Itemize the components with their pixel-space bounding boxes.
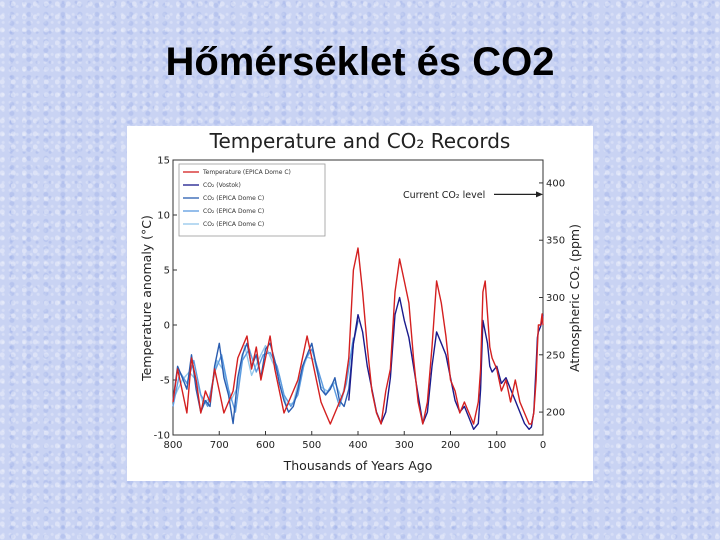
x-tick-label: 0 (540, 440, 546, 451)
x-tick-label: 300 (395, 440, 414, 451)
left-y-tick-label: 5 (164, 266, 170, 277)
legend-label: CO₂ (Vostok) (203, 182, 241, 189)
legend-label: CO₂ (EPICA Dome C) (203, 195, 264, 202)
left-y-tick-label: -5 (160, 376, 170, 387)
x-tick-label: 800 (163, 440, 182, 451)
annotation-arrowhead (536, 191, 543, 198)
x-tick-label: 600 (256, 440, 275, 451)
series-line-2 (348, 296, 544, 430)
series-layer (172, 247, 544, 430)
legend: Temperature (EPICA Dome C) CO₂ (Vostok) CO… (178, 163, 326, 237)
chart-svg: Temperature and CO₂ Records 800 700 600 500… (139, 129, 582, 473)
series-line-1 (172, 247, 544, 425)
right-y-tick-label: 200 (546, 408, 565, 419)
left-y-tick-label: 10 (157, 211, 170, 222)
x-tick-label: 700 (210, 440, 229, 451)
right-y-tick-label: 350 (546, 236, 565, 247)
left-y-tick-label: 15 (157, 156, 170, 167)
current-co2-annotation: Current CO₂ level (403, 190, 543, 201)
left-y-tick-label: -10 (154, 431, 170, 442)
x-tick-label: 200 (441, 440, 460, 451)
x-tick-label: 100 (487, 440, 506, 451)
chart-title: Temperature and CO₂ Records (209, 129, 511, 153)
right-y-axis-label: Atmospheric CO₂ (ppm) (567, 224, 582, 372)
legend-label: CO₂ (EPICA Dome C) (203, 221, 264, 228)
legend-label: Temperature (EPICA Dome C) (202, 169, 291, 176)
legend-label: CO₂ (EPICA Dome C) (203, 208, 264, 215)
x-axis: 800 700 600 500 400 300 200 100 0 (163, 431, 546, 451)
right-y-tick-label: 400 (546, 178, 565, 189)
x-tick-label: 400 (348, 440, 367, 451)
legend-box (178, 163, 326, 237)
left-y-axis: 15 10 5 0 -5 -10 (154, 156, 177, 442)
right-y-tick-label: 300 (546, 293, 565, 304)
left-y-axis-label: Temperature anomaly (°C) (139, 215, 154, 382)
right-y-axis: 400 350 300 250 200 (539, 178, 565, 419)
series-line-3 (172, 320, 359, 425)
left-y-tick-label: 0 (164, 321, 170, 332)
x-axis-label: Thousands of Years Ago (283, 458, 433, 473)
x-tick-label: 500 (302, 440, 321, 451)
right-y-tick-label: 250 (546, 350, 565, 361)
slide-title: Hőmérséklet és CO2 (165, 40, 555, 84)
chart-frame: Temperature and CO₂ Records 800 700 600 500… (127, 126, 593, 481)
annotation-text: Current CO₂ level (403, 190, 485, 201)
